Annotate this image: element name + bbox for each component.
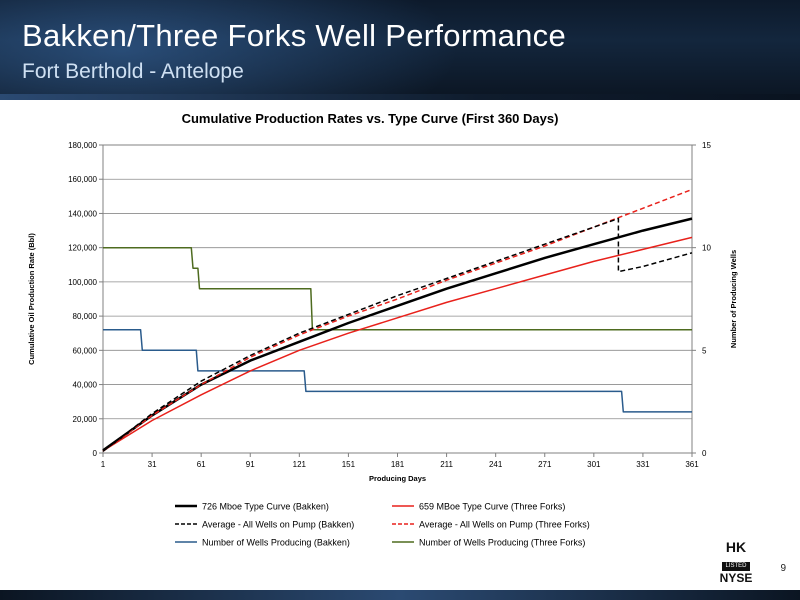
header-stripe: [0, 94, 800, 100]
y-tick-label: 120,000: [68, 244, 97, 253]
y-tick-label: 20,000: [73, 415, 98, 424]
legend-label: Average - All Wells on Pump (Bakken): [202, 520, 354, 530]
y2-axis-ticks: 0 5 10 15: [692, 141, 711, 458]
y-tick-label: 60,000: [73, 346, 98, 355]
logo-ticker: HK: [725, 539, 747, 555]
x-tick-label: 271: [538, 460, 552, 469]
x-tick-label: 241: [489, 460, 503, 469]
chart-grid: [103, 144, 692, 420]
chart-legend: 726 Mboe Type Curve (Bakken) 659 MBoe Typ…: [175, 502, 590, 548]
chart-title: Cumulative Production Rates vs. Type Cur…: [182, 111, 559, 126]
y-tick-label: 80,000: [73, 312, 98, 321]
series-line: [102, 217, 693, 452]
y-tick-label: 40,000: [73, 381, 98, 390]
x-tick-label: 121: [293, 460, 307, 469]
line-chart: Cumulative Production Rates vs. Type Cur…: [27, 111, 738, 548]
y-tick-label: 100,000: [68, 278, 97, 287]
y2-tick-label: 0: [702, 449, 707, 458]
legend-label: 726 Mboe Type Curve (Bakken): [202, 502, 329, 512]
page-number: 9: [780, 563, 786, 574]
legend-label: 659 MBoe Type Curve (Three Forks): [419, 502, 565, 512]
legend-label: Average - All Wells on Pump (Three Forks…: [419, 520, 590, 530]
y2-tick-label: 5: [702, 346, 707, 355]
series-lines: [102, 188, 693, 452]
x-tick-label: 61: [197, 460, 206, 469]
x-tick-label: 211: [440, 460, 453, 469]
y-tick-label: 160,000: [68, 175, 97, 184]
footer-bar: [0, 590, 800, 600]
y-tick-label: 140,000: [68, 209, 97, 218]
y-tick-label: 0: [93, 449, 98, 458]
x-tick-label: 91: [246, 460, 255, 469]
y2-axis-label: Number of Producing Wells: [729, 250, 738, 348]
x-tick-label: 331: [636, 460, 650, 469]
y2-tick-label: 15: [702, 141, 711, 150]
logo-listed: LISTED: [722, 562, 750, 571]
x-tick-label: 1: [101, 460, 106, 469]
series-line: [102, 217, 693, 452]
slide-header: Bakken/Three Forks Well Performance Fort…: [0, 0, 800, 100]
slide-title: Bakken/Three Forks Well Performance: [22, 18, 567, 53]
legend-label: Number of Wells Producing (Three Forks): [419, 538, 585, 548]
series-line: [103, 246, 692, 331]
y-axis-label: Cumulative Oil Production Rate (Bbl): [27, 233, 36, 365]
legend-label: Number of Wells Producing (Bakken): [202, 538, 350, 548]
y2-tick-label: 10: [702, 244, 711, 253]
slide-subtitle: Fort Berthold - Antelope: [22, 60, 244, 83]
series-line: [102, 236, 693, 452]
plot-frame: [102, 144, 693, 454]
logo-exchange: NYSE: [719, 571, 753, 585]
x-axis-ticks: 1 31 61 91 121 151 181 211 241 271 301 331 361: [101, 453, 699, 469]
x-tick-label: 301: [587, 460, 601, 469]
x-axis-label: Producing Days: [369, 474, 426, 483]
y-axis-ticks: 0 20,000 40,000 60,000 80,000 100,000 120,000 1…: [68, 141, 103, 458]
header-glow: [0, 0, 460, 100]
x-tick-label: 361: [685, 460, 699, 469]
x-tick-label: 181: [391, 460, 405, 469]
x-tick-label: 31: [148, 460, 157, 469]
y-tick-label: 180,000: [68, 141, 97, 150]
nyse-listed-logo: HK LISTED NYSE: [716, 540, 756, 584]
x-tick-label: 151: [342, 460, 356, 469]
series-line: [102, 188, 693, 452]
chart-container: Cumulative Production Rates vs. Type Cur…: [0, 100, 800, 590]
